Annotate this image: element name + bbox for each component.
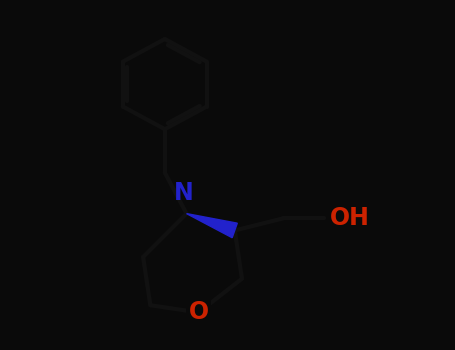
Text: OH: OH	[330, 206, 369, 230]
Text: N: N	[174, 181, 194, 205]
Polygon shape	[187, 214, 238, 238]
Text: O: O	[188, 300, 209, 324]
